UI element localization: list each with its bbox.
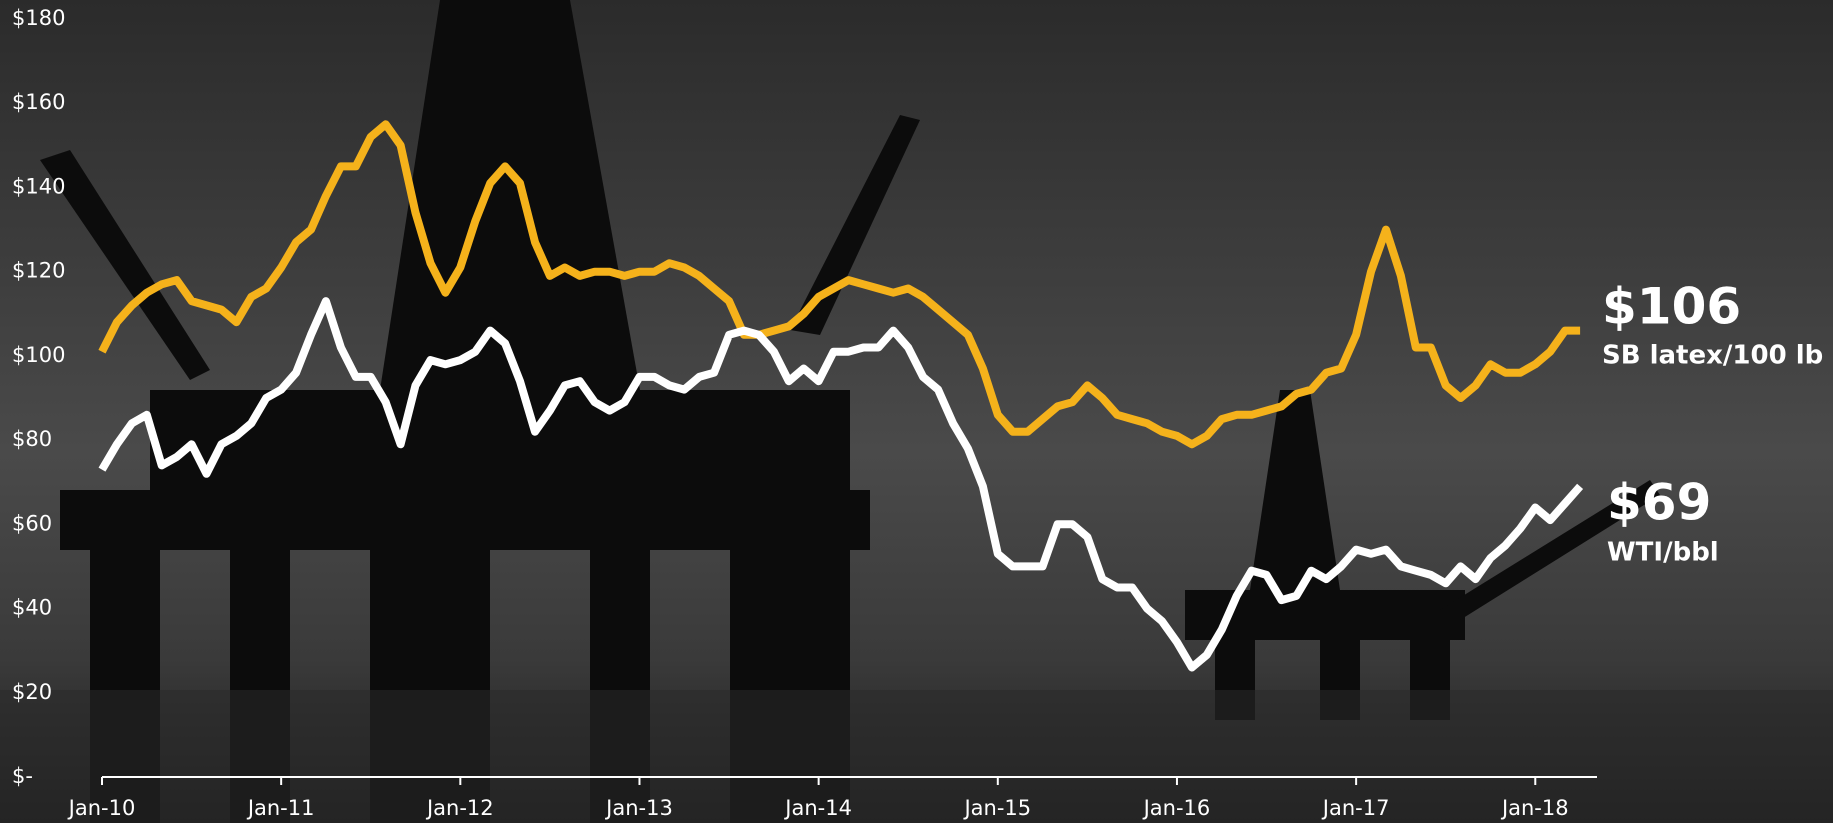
y-tick-label: $80 (12, 427, 52, 451)
y-tick-label: $120 (12, 259, 65, 283)
chart: $- $20 $40 $60 $80 $100 $120 $140 $160 $180 Jan-10… (0, 0, 1833, 823)
y-tick-label: $20 (12, 680, 52, 704)
legend-label: WTI/bbl (1607, 538, 1719, 568)
y-tick-label: $180 (12, 6, 65, 30)
y-tick-label: $- (12, 764, 33, 788)
x-tick-label: Jan-13 (604, 796, 673, 820)
x-tick-label: Jan-12 (425, 796, 494, 820)
y-tick-label: $40 (12, 596, 52, 620)
y-tick-label: $160 (12, 90, 65, 114)
y-tick-label: $100 (12, 343, 65, 367)
annotation-value: $69 (1607, 474, 1711, 532)
annotation-value: $106 (1602, 278, 1741, 336)
x-tick-label: Jan-15 (962, 796, 1031, 820)
x-tick-label: Jan-14 (783, 796, 852, 820)
x-tick-label: Jan-11 (246, 796, 315, 820)
y-tick-label: $60 (12, 511, 52, 535)
x-tick-label: Jan-17 (1321, 796, 1390, 820)
x-tick-label: Jan-18 (1500, 796, 1569, 820)
legend-label: SB latex/100 lb (1602, 341, 1823, 371)
x-tick-label: Jan-10 (67, 796, 136, 820)
y-tick-label: $140 (12, 174, 65, 198)
x-tick-label: Jan-16 (1142, 796, 1211, 820)
